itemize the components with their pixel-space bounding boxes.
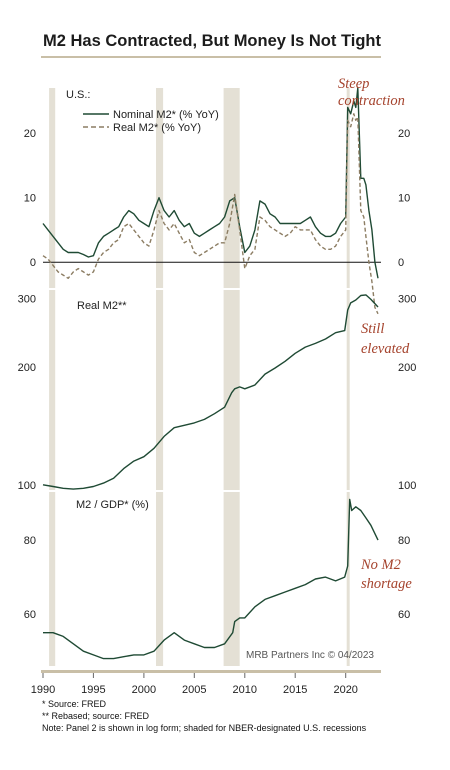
source-credit: MRB Partners Inc © 04/2023 bbox=[246, 650, 374, 661]
legend: Nominal M2* (% YoY) Real M2* (% YoY) bbox=[83, 109, 219, 134]
footnote-rebased: ** Rebased; source: FRED bbox=[42, 711, 150, 721]
chart-title: M2 Has Contracted, But Money Is Not Tigh… bbox=[43, 32, 381, 50]
recession-band bbox=[346, 492, 350, 666]
panel-label: Real M2** bbox=[77, 300, 127, 312]
series-line-real-m2-yoy bbox=[42, 113, 379, 315]
x-tick-label: 2015 bbox=[283, 684, 307, 696]
y-tick-label-left: 10 bbox=[24, 193, 36, 205]
recession-band bbox=[49, 492, 56, 666]
recession-band bbox=[223, 88, 240, 288]
recession-band bbox=[49, 290, 56, 490]
y-tick-label-left: 60 bbox=[24, 609, 36, 621]
recession-band bbox=[346, 290, 350, 490]
x-axis: 1990 1995 2000 2005 2010 2015 2020 bbox=[31, 673, 358, 696]
y-tick-label-right: 100 bbox=[398, 480, 416, 492]
y-tick-label-left: 0 bbox=[30, 257, 36, 269]
panel-real-m2-level: 100 100 200 200 300 300 Real M2** Still elevated bbox=[18, 290, 416, 492]
footnote-source: * Source: FRED bbox=[42, 699, 107, 709]
y-tick-label-right: 60 bbox=[398, 609, 410, 621]
legend-label-real: Real M2* (% YoY) bbox=[113, 122, 201, 134]
annotation-text: No M2 bbox=[360, 557, 401, 573]
recession-band bbox=[223, 492, 240, 666]
x-tick-label: 2020 bbox=[333, 684, 357, 696]
x-tick-label: 1990 bbox=[31, 684, 55, 696]
y-tick-label-right: 300 bbox=[398, 293, 416, 305]
panel-m2-gdp: 60 60 80 80 M2 / GDP* (%) No M2 shortage bbox=[24, 492, 412, 666]
y-tick-label-right: 200 bbox=[398, 362, 416, 374]
x-tick-label: 1995 bbox=[81, 684, 105, 696]
y-tick-label-left: 80 bbox=[24, 535, 36, 547]
annotation-text: Still bbox=[361, 321, 384, 337]
x-axis-rule bbox=[41, 670, 381, 673]
y-tick-label-right: 20 bbox=[398, 128, 410, 140]
y-tick-label-right: 80 bbox=[398, 535, 410, 547]
annotation-text: elevated bbox=[361, 341, 410, 357]
y-tick-label-right: 10 bbox=[398, 193, 410, 205]
recession-band bbox=[346, 88, 350, 288]
recession-band bbox=[223, 290, 240, 490]
annotation-text: contraction bbox=[338, 93, 405, 109]
annotation-text: Steep bbox=[338, 76, 369, 92]
series-line-m2-gdp bbox=[43, 498, 379, 660]
series-line-real-m2 bbox=[42, 294, 379, 490]
y-tick-label-left: 20 bbox=[24, 128, 36, 140]
y-tick-label-right: 0 bbox=[398, 257, 404, 269]
title-rule bbox=[41, 56, 381, 58]
panel-label: M2 / GDP* (%) bbox=[76, 499, 149, 511]
legend-label-nominal: Nominal M2* (% YoY) bbox=[113, 109, 219, 121]
x-tick-label: 2000 bbox=[132, 684, 156, 696]
recession-band bbox=[156, 492, 164, 666]
footnote-panel-note: Note: Panel 2 is shown in log form; shad… bbox=[42, 723, 367, 733]
panel-label: U.S.: bbox=[66, 89, 90, 101]
recession-band bbox=[156, 290, 164, 490]
annotation-text: shortage bbox=[361, 576, 412, 592]
y-tick-label-left: 300 bbox=[18, 293, 36, 305]
x-tick-label: 2005 bbox=[182, 684, 206, 696]
recession-band bbox=[156, 88, 164, 288]
y-tick-label-left: 100 bbox=[18, 480, 36, 492]
recession-band bbox=[49, 88, 56, 288]
y-tick-label-left: 200 bbox=[18, 362, 36, 374]
x-tick-label: 2010 bbox=[233, 684, 257, 696]
